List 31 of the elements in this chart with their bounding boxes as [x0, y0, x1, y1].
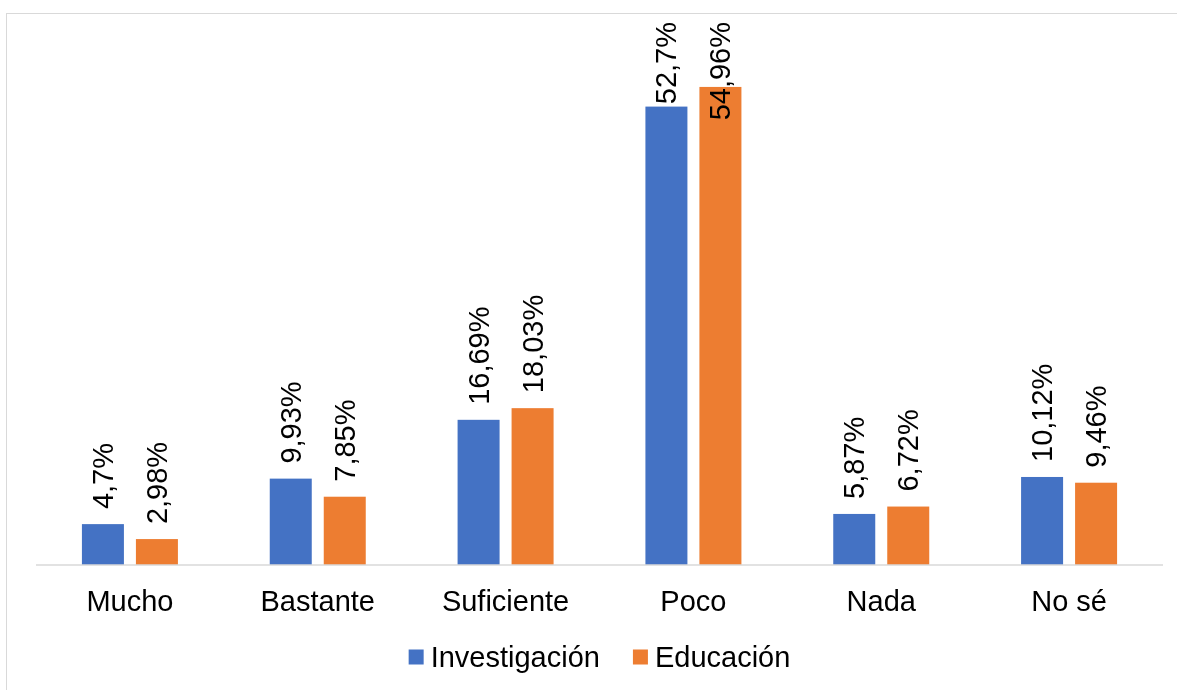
bar: [511, 408, 554, 565]
bar: [269, 478, 312, 565]
data-label: 4,7%: [86, 443, 119, 510]
data-label: 10,12%: [1026, 363, 1059, 462]
x-tick-label: Poco: [660, 585, 727, 617]
x-tick-label: Nada: [846, 585, 917, 617]
bar: [135, 539, 178, 565]
bar: [1021, 476, 1064, 565]
bar: [645, 106, 688, 565]
x-tick-label: Mucho: [86, 585, 174, 617]
bar: [81, 524, 124, 565]
x-tick-label: Suficiente: [441, 585, 570, 617]
legend-label: Educación: [654, 641, 791, 673]
x-tick-label: Bastante: [260, 585, 375, 617]
x-tick-label: No sé: [1031, 585, 1107, 617]
bar: [1075, 482, 1118, 565]
data-label: 9,93%: [274, 381, 307, 464]
data-label: 52,7%: [650, 22, 683, 105]
bar: [457, 419, 500, 565]
bar: [833, 513, 876, 565]
legend-label: Investigación: [430, 641, 600, 673]
bar: [887, 506, 930, 565]
data-label: 9,46%: [1080, 385, 1113, 468]
data-label: 2,98%: [140, 441, 173, 525]
data-label: 5,87%: [838, 416, 871, 499]
data-label: 16,69%: [462, 306, 495, 405]
data-label: 6,72%: [892, 409, 925, 492]
data-label: 7,85%: [328, 399, 361, 482]
data-label: 54,96%: [704, 22, 737, 121]
bar: [323, 496, 366, 565]
data-label: 18,03%: [516, 294, 549, 394]
